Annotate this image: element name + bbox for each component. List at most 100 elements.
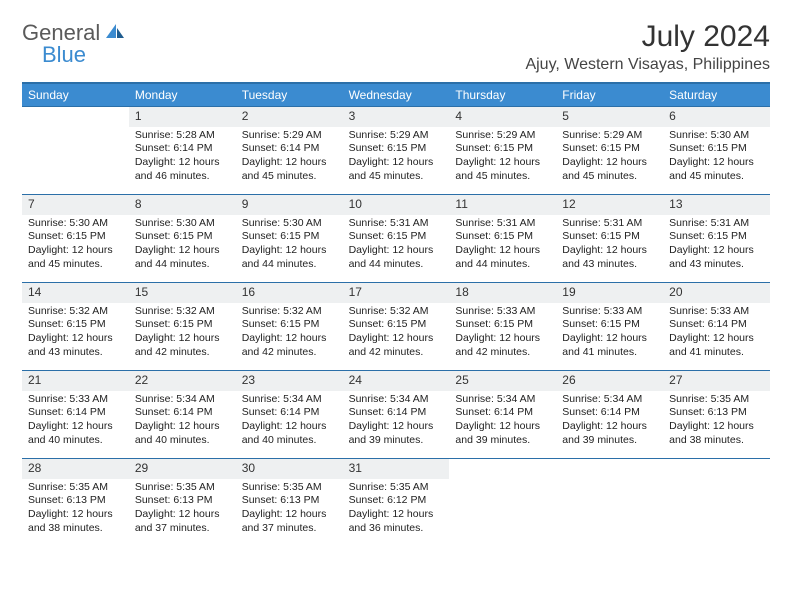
day-number: 4	[449, 106, 556, 127]
sunset-text: Sunset: 6:13 PM	[135, 494, 230, 508]
sunrise-text: Sunrise: 5:29 AM	[455, 129, 550, 143]
day-number: 31	[343, 458, 450, 479]
sunrise-text: Sunrise: 5:34 AM	[349, 393, 444, 407]
day-details: Sunrise: 5:34 AMSunset: 6:14 PMDaylight:…	[129, 391, 236, 454]
sunrise-text: Sunrise: 5:31 AM	[349, 217, 444, 231]
sunset-text: Sunset: 6:14 PM	[135, 406, 230, 420]
day-cell	[663, 458, 770, 546]
week-row: 28Sunrise: 5:35 AMSunset: 6:13 PMDayligh…	[22, 458, 770, 546]
day-number: 23	[236, 370, 343, 391]
day-details: Sunrise: 5:34 AMSunset: 6:14 PMDaylight:…	[449, 391, 556, 454]
day-cell: 7Sunrise: 5:30 AMSunset: 6:15 PMDaylight…	[22, 194, 129, 282]
sunrise-text: Sunrise: 5:33 AM	[562, 305, 657, 319]
day-cell: 18Sunrise: 5:33 AMSunset: 6:15 PMDayligh…	[449, 282, 556, 370]
day-number	[22, 106, 129, 111]
sunset-text: Sunset: 6:15 PM	[562, 230, 657, 244]
day-cell	[22, 106, 129, 194]
sunset-text: Sunset: 6:14 PM	[28, 406, 123, 420]
day-number: 21	[22, 370, 129, 391]
weekday-sunday: Sunday	[22, 84, 129, 106]
sunset-text: Sunset: 6:15 PM	[455, 318, 550, 332]
day-number: 16	[236, 282, 343, 303]
day-cell: 16Sunrise: 5:32 AMSunset: 6:15 PMDayligh…	[236, 282, 343, 370]
day-cell: 8Sunrise: 5:30 AMSunset: 6:15 PMDaylight…	[129, 194, 236, 282]
day-number: 8	[129, 194, 236, 215]
day-details: Sunrise: 5:33 AMSunset: 6:14 PMDaylight:…	[663, 303, 770, 366]
day-number: 17	[343, 282, 450, 303]
day-details: Sunrise: 5:34 AMSunset: 6:14 PMDaylight:…	[556, 391, 663, 454]
day-cell: 14Sunrise: 5:32 AMSunset: 6:15 PMDayligh…	[22, 282, 129, 370]
sunset-text: Sunset: 6:15 PM	[455, 230, 550, 244]
day-details: Sunrise: 5:28 AMSunset: 6:14 PMDaylight:…	[129, 127, 236, 190]
daylight-text: Daylight: 12 hours and 42 minutes.	[242, 332, 337, 359]
sunset-text: Sunset: 6:15 PM	[455, 142, 550, 156]
sunrise-text: Sunrise: 5:34 AM	[242, 393, 337, 407]
sunrise-text: Sunrise: 5:30 AM	[242, 217, 337, 231]
daylight-text: Daylight: 12 hours and 46 minutes.	[135, 156, 230, 183]
sunset-text: Sunset: 6:15 PM	[349, 142, 444, 156]
day-cell: 11Sunrise: 5:31 AMSunset: 6:15 PMDayligh…	[449, 194, 556, 282]
sunset-text: Sunset: 6:15 PM	[242, 318, 337, 332]
title-block: July 2024 Ajuy, Western Visayas, Philipp…	[525, 20, 770, 74]
day-cell: 27Sunrise: 5:35 AMSunset: 6:13 PMDayligh…	[663, 370, 770, 458]
sunrise-text: Sunrise: 5:34 AM	[562, 393, 657, 407]
daylight-text: Daylight: 12 hours and 38 minutes.	[669, 420, 764, 447]
day-details: Sunrise: 5:35 AMSunset: 6:12 PMDaylight:…	[343, 479, 450, 542]
sunset-text: Sunset: 6:15 PM	[135, 318, 230, 332]
location-text: Ajuy, Western Visayas, Philippines	[525, 56, 770, 74]
sunrise-text: Sunrise: 5:34 AM	[455, 393, 550, 407]
sunrise-text: Sunrise: 5:34 AM	[135, 393, 230, 407]
logo-sail-icon	[104, 22, 126, 45]
weekday-tuesday: Tuesday	[236, 84, 343, 106]
daylight-text: Daylight: 12 hours and 42 minutes.	[135, 332, 230, 359]
day-details: Sunrise: 5:32 AMSunset: 6:15 PMDaylight:…	[22, 303, 129, 366]
daylight-text: Daylight: 12 hours and 40 minutes.	[242, 420, 337, 447]
day-details: Sunrise: 5:32 AMSunset: 6:15 PMDaylight:…	[236, 303, 343, 366]
daylight-text: Daylight: 12 hours and 44 minutes.	[455, 244, 550, 271]
sunset-text: Sunset: 6:14 PM	[455, 406, 550, 420]
weekday-friday: Friday	[556, 84, 663, 106]
sunset-text: Sunset: 6:13 PM	[242, 494, 337, 508]
daylight-text: Daylight: 12 hours and 39 minutes.	[562, 420, 657, 447]
day-cell: 3Sunrise: 5:29 AMSunset: 6:15 PMDaylight…	[343, 106, 450, 194]
day-cell: 26Sunrise: 5:34 AMSunset: 6:14 PMDayligh…	[556, 370, 663, 458]
sunrise-text: Sunrise: 5:33 AM	[455, 305, 550, 319]
day-number: 27	[663, 370, 770, 391]
sunrise-text: Sunrise: 5:35 AM	[242, 481, 337, 495]
page-header: General Blue July 2024 Ajuy, Western Vis…	[22, 20, 770, 74]
daylight-text: Daylight: 12 hours and 43 minutes.	[562, 244, 657, 271]
sunrise-text: Sunrise: 5:31 AM	[669, 217, 764, 231]
day-details: Sunrise: 5:33 AMSunset: 6:14 PMDaylight:…	[22, 391, 129, 454]
day-cell: 1Sunrise: 5:28 AMSunset: 6:14 PMDaylight…	[129, 106, 236, 194]
sunset-text: Sunset: 6:15 PM	[349, 318, 444, 332]
day-cell: 17Sunrise: 5:32 AMSunset: 6:15 PMDayligh…	[343, 282, 450, 370]
day-number	[663, 458, 770, 463]
day-details: Sunrise: 5:34 AMSunset: 6:14 PMDaylight:…	[236, 391, 343, 454]
day-number: 6	[663, 106, 770, 127]
sunset-text: Sunset: 6:13 PM	[669, 406, 764, 420]
day-details: Sunrise: 5:32 AMSunset: 6:15 PMDaylight:…	[343, 303, 450, 366]
day-details: Sunrise: 5:29 AMSunset: 6:15 PMDaylight:…	[449, 127, 556, 190]
day-number: 28	[22, 458, 129, 479]
day-cell: 30Sunrise: 5:35 AMSunset: 6:13 PMDayligh…	[236, 458, 343, 546]
day-details: Sunrise: 5:31 AMSunset: 6:15 PMDaylight:…	[449, 215, 556, 278]
sunset-text: Sunset: 6:15 PM	[562, 142, 657, 156]
day-cell: 12Sunrise: 5:31 AMSunset: 6:15 PMDayligh…	[556, 194, 663, 282]
sunset-text: Sunset: 6:14 PM	[349, 406, 444, 420]
sunset-text: Sunset: 6:14 PM	[135, 142, 230, 156]
sunrise-text: Sunrise: 5:29 AM	[349, 129, 444, 143]
day-cell: 13Sunrise: 5:31 AMSunset: 6:15 PMDayligh…	[663, 194, 770, 282]
daylight-text: Daylight: 12 hours and 39 minutes.	[455, 420, 550, 447]
day-cell: 23Sunrise: 5:34 AMSunset: 6:14 PMDayligh…	[236, 370, 343, 458]
day-cell: 22Sunrise: 5:34 AMSunset: 6:14 PMDayligh…	[129, 370, 236, 458]
sunset-text: Sunset: 6:15 PM	[349, 230, 444, 244]
weekday-header-row: Sunday Monday Tuesday Wednesday Thursday…	[22, 84, 770, 106]
weekday-monday: Monday	[129, 84, 236, 106]
day-number: 2	[236, 106, 343, 127]
weekday-thursday: Thursday	[449, 84, 556, 106]
day-cell: 20Sunrise: 5:33 AMSunset: 6:14 PMDayligh…	[663, 282, 770, 370]
weekday-wednesday: Wednesday	[343, 84, 450, 106]
day-details: Sunrise: 5:34 AMSunset: 6:14 PMDaylight:…	[343, 391, 450, 454]
day-number: 30	[236, 458, 343, 479]
day-details: Sunrise: 5:35 AMSunset: 6:13 PMDaylight:…	[129, 479, 236, 542]
